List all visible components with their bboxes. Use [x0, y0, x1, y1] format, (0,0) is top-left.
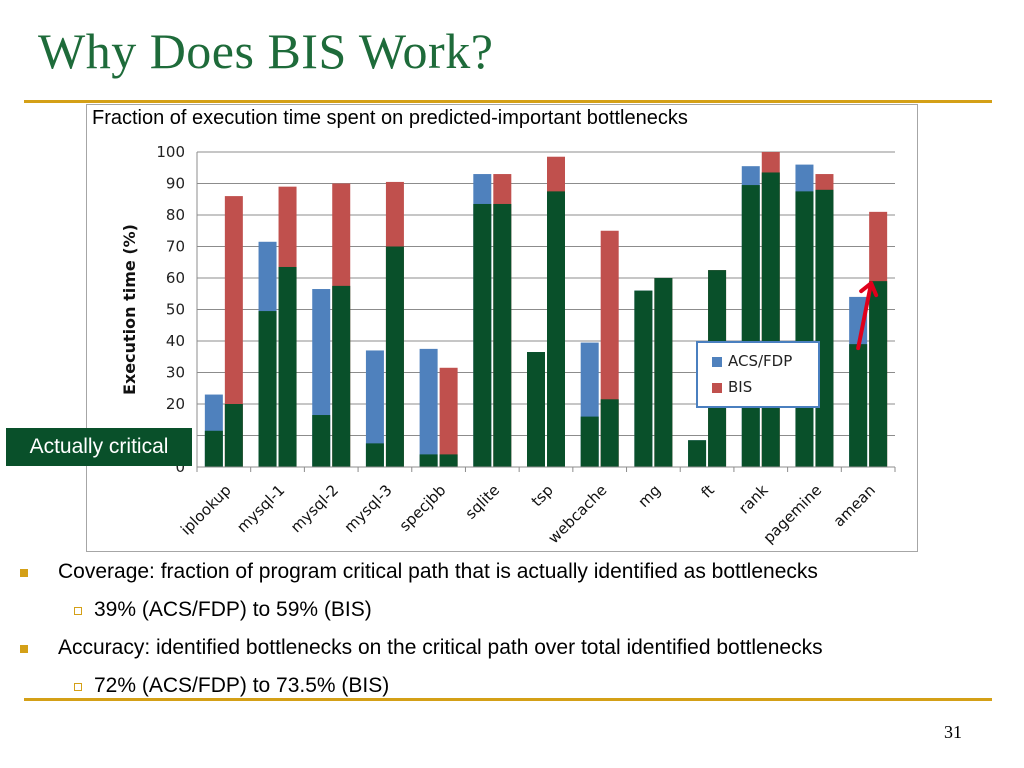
legend-swatch-acs-fdp — [712, 357, 722, 367]
slide-title: Why Does BIS Work? — [38, 23, 494, 79]
x-tick-label: mysql-3 — [341, 481, 396, 536]
bullet-text: Coverage: fraction of program critical p… — [58, 560, 818, 583]
bar-acs-fdp-critical-amean — [849, 344, 868, 467]
sub-bullet-square-icon — [74, 683, 82, 691]
legend-item-acs-fdp: ACS/FDP — [712, 352, 792, 370]
bar-bis-critical-mysql-3 — [385, 246, 404, 467]
bar-acs-fdp-critical-mysql-2 — [312, 415, 331, 467]
bar-acs-fdp-critical-ft — [688, 440, 707, 467]
y-tick-label: 20 — [166, 395, 185, 413]
x-tick-label: rank — [735, 481, 772, 518]
y-tick-label: 30 — [166, 364, 185, 382]
title-divider — [24, 100, 992, 103]
legend-label-acs-fdp: ACS/FDP — [728, 352, 793, 370]
chart-legend: ACS/FDP BIS — [696, 341, 820, 408]
chart-title: Fraction of execution time spent on pred… — [92, 107, 688, 129]
x-tick-label: mysql-2 — [287, 481, 342, 536]
chart: 0102030405060708090100Execution time (%)… — [86, 104, 918, 552]
y-tick-label: 100 — [156, 143, 185, 161]
bullet-square-icon — [20, 645, 28, 653]
bar-bis-critical-mysql-2 — [332, 285, 351, 467]
arrow-shaft — [856, 281, 874, 351]
actually-critical-callout: Actually critical — [6, 428, 192, 466]
y-tick-label: 40 — [166, 332, 185, 350]
sub-bullet-text: 39% (ACS/FDP) to 59% (BIS) — [94, 598, 372, 621]
bar-bis-critical-webcache — [600, 399, 619, 467]
bar-acs-fdp-critical-webcache — [580, 416, 599, 467]
bar-bis-critical-specjbb — [439, 454, 458, 467]
bar-bis-iplookup — [224, 196, 243, 467]
bar-bis-critical-sqlite — [493, 203, 512, 467]
bar-bis-critical-iplookup — [224, 404, 243, 467]
legend-swatch-bis — [712, 383, 722, 393]
bar-acs-fdp-critical-rank — [741, 185, 760, 467]
bar-bis-critical-mg — [654, 278, 673, 467]
bullet-square-icon — [20, 569, 28, 577]
y-tick-label: 60 — [166, 269, 185, 287]
chart-svg: 0102030405060708090100Execution time (%)… — [120, 143, 896, 547]
bar-acs-fdp-critical-sqlite — [473, 203, 492, 467]
y-tick-label: 90 — [166, 175, 185, 193]
y-tick-label: 80 — [166, 206, 185, 224]
bar-acs-fdp-critical-mg — [634, 290, 653, 467]
x-tick-label: webcache — [544, 481, 610, 547]
x-tick-label: tsp — [528, 481, 557, 510]
x-tick-label: mg — [634, 481, 664, 511]
bar-acs-fdp-mysql-3 — [365, 350, 384, 467]
x-tick-label: ft — [697, 481, 718, 502]
bar-acs-fdp-specjbb — [419, 348, 438, 467]
slide-number: 31 — [944, 722, 962, 742]
bullet-text: Accuracy: identified bottlenecks on the … — [58, 636, 823, 659]
x-tick-label: mysql-1 — [233, 481, 288, 536]
arrow-head-icon — [859, 281, 879, 298]
legend-label-bis: BIS — [728, 378, 753, 396]
x-tick-label: amean — [830, 481, 879, 530]
bar-bis-critical-amean — [869, 281, 888, 467]
y-tick-label: 0 — [175, 458, 185, 476]
sub-bullet-text: 72% (ACS/FDP) to 73.5% (BIS) — [94, 674, 390, 697]
bar-acs-fdp-critical-pagemine — [795, 191, 814, 467]
sub-bullet-square-icon — [74, 607, 82, 615]
bar-acs-fdp-critical-specjbb — [419, 454, 438, 467]
bar-acs-fdp-critical-tsp — [527, 352, 545, 467]
bar-acs-fdp-critical-mysql-3 — [365, 443, 384, 467]
bar-bis-critical-rank — [761, 172, 780, 467]
y-tick-label: 70 — [166, 238, 185, 256]
x-tick-label: specjbb — [396, 481, 450, 535]
bar-bis-critical-mysql-1 — [278, 266, 297, 467]
bar-bis-specjbb — [439, 367, 458, 467]
bar-acs-fdp-critical-mysql-1 — [258, 311, 277, 467]
bar-acs-fdp-critical-iplookup — [204, 430, 223, 467]
bar-bis-critical-pagemine — [815, 189, 834, 468]
y-tick-label: 50 — [166, 301, 185, 319]
x-tick-label: pagemine — [760, 481, 826, 547]
legend-item-bis: BIS — [712, 378, 752, 396]
x-tick-label: iplookup — [177, 481, 235, 539]
footer-divider — [24, 698, 992, 701]
y-axis-title: Execution time (%) — [120, 224, 139, 395]
x-tick-label: sqlite — [462, 481, 504, 523]
bar-bis-critical-tsp — [547, 191, 565, 467]
